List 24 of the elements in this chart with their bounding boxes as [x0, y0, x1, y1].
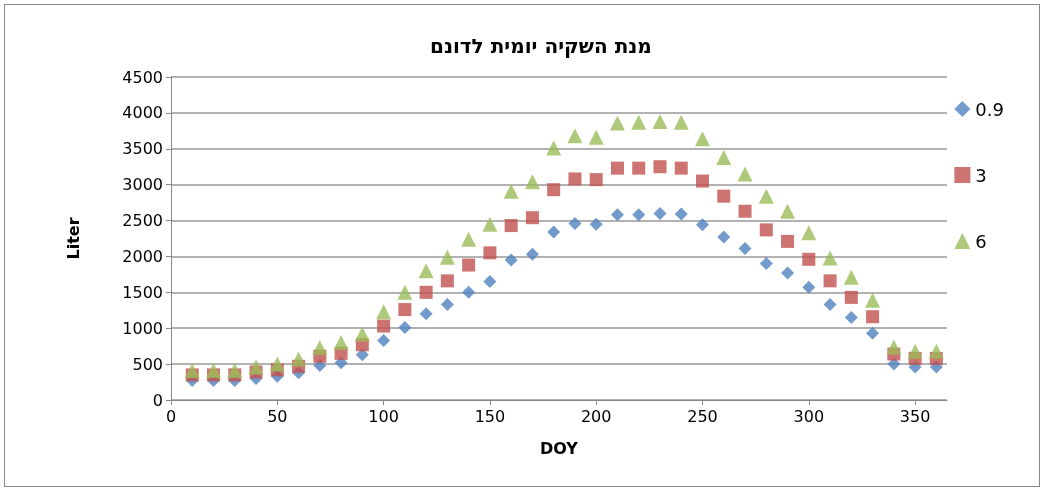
x-axis-title: DOY: [540, 438, 579, 458]
y-tick-label: 1500: [122, 282, 163, 302]
legend-label: 3: [975, 164, 987, 186]
y-axis-title: Liter: [63, 217, 83, 260]
x-tick-label: 100: [368, 406, 399, 426]
x-tick-label: 250: [687, 406, 718, 426]
y-tick-label: 2000: [122, 246, 163, 266]
y-tick-label: 3500: [122, 139, 163, 159]
y-tick-label: 1000: [122, 318, 163, 338]
x-tick-label: 0: [165, 406, 177, 426]
x-tick-label: 300: [793, 406, 825, 426]
y-tick-label: 4000: [122, 103, 163, 123]
y-tick-label: 0: [152, 390, 163, 410]
x-tick-label: 50: [267, 406, 288, 426]
y-tick-label: 500: [132, 354, 163, 374]
legend-label: 0.9: [975, 98, 1005, 120]
chart-title: מנת השקיה יומית לדונם: [430, 34, 652, 58]
y-tick-label: 3000: [122, 175, 163, 195]
y-tick-label: 2500: [122, 211, 163, 231]
x-tick-label: 350: [899, 406, 931, 426]
legend-label: 6: [975, 230, 987, 252]
x-tick-label: 200: [580, 406, 612, 426]
x-tick-label: 150: [474, 406, 506, 426]
y-tick-label: 4500: [122, 67, 163, 87]
